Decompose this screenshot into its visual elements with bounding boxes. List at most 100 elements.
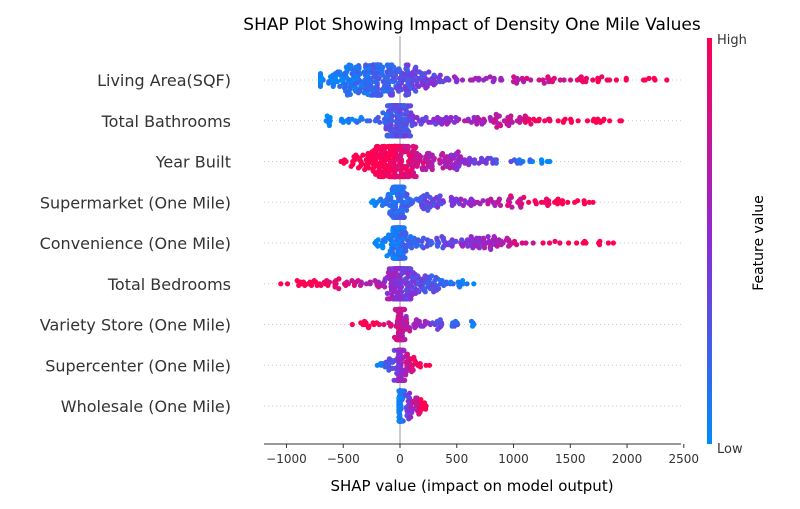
x-tick-label: 2000 xyxy=(612,452,643,466)
shap-point xyxy=(425,207,431,213)
shap-point xyxy=(488,246,494,252)
x-tick-label: 1500 xyxy=(555,452,586,466)
shap-point xyxy=(411,173,418,180)
shap-point xyxy=(451,119,458,125)
shap-point xyxy=(444,75,451,81)
shap-point xyxy=(375,237,381,243)
feature-label: Total Bathrooms xyxy=(101,112,231,131)
shap-point xyxy=(601,116,607,122)
shap-point xyxy=(410,113,416,119)
shap-point xyxy=(383,126,389,132)
shap-point xyxy=(343,282,349,288)
shap-point xyxy=(423,166,429,173)
shap-point xyxy=(468,318,475,324)
shap-point xyxy=(374,320,380,326)
shap-point xyxy=(363,62,369,68)
shap-point xyxy=(514,242,520,248)
shap-point xyxy=(494,124,500,130)
shap-point xyxy=(385,191,391,197)
shap-point xyxy=(453,79,460,85)
shap-point xyxy=(491,234,497,240)
shap-point xyxy=(397,336,403,343)
shap-point xyxy=(509,119,515,125)
shap-point xyxy=(341,160,347,166)
shap-point xyxy=(376,62,382,68)
shap-point xyxy=(522,113,528,119)
feature-labels: Living Area(SQF) Total Bathrooms Year Buil… xyxy=(40,71,231,416)
shap-point xyxy=(407,390,413,396)
shap-point xyxy=(319,75,325,81)
shap-point xyxy=(441,282,447,288)
shap-point xyxy=(460,202,466,208)
shap-point xyxy=(330,83,336,89)
shap-point xyxy=(440,79,446,85)
feature-label: Supermarket (One Mile) xyxy=(40,193,231,212)
shap-point xyxy=(414,242,420,248)
shap-point xyxy=(336,286,342,292)
shap-point xyxy=(403,230,409,236)
shap-point xyxy=(559,201,566,207)
shap-point xyxy=(517,119,523,125)
shap-point xyxy=(409,122,415,129)
shap-point xyxy=(397,418,403,424)
shap-point xyxy=(348,163,354,169)
shap-point xyxy=(392,296,398,302)
shap-point xyxy=(435,204,441,210)
shap-point xyxy=(372,278,378,284)
shap-point xyxy=(420,160,426,166)
shap-point xyxy=(420,235,427,241)
shap-point xyxy=(451,201,457,207)
shap-point xyxy=(401,143,407,150)
shap-point xyxy=(575,118,581,124)
shap-point xyxy=(381,88,387,94)
shap-point xyxy=(531,116,537,122)
shap-point xyxy=(371,62,377,68)
colorbar-high-label: High xyxy=(717,33,747,48)
shap-point xyxy=(506,122,512,129)
shap-point xyxy=(566,240,572,246)
shap-point xyxy=(355,90,361,96)
shap-point xyxy=(521,79,527,85)
shap-point xyxy=(384,290,390,296)
shap-point xyxy=(353,152,359,158)
shap-point xyxy=(375,243,381,249)
shap-point xyxy=(448,279,454,285)
shap-point xyxy=(414,163,420,169)
shap-point xyxy=(536,77,542,83)
shap-points xyxy=(278,62,670,424)
shap-point xyxy=(554,201,561,207)
shap-point xyxy=(341,85,348,91)
shap-point xyxy=(477,201,483,207)
shap-point xyxy=(508,193,514,199)
shap-point xyxy=(396,88,402,94)
shap-point xyxy=(505,202,511,208)
shap-point xyxy=(317,71,324,77)
shap-point xyxy=(376,284,382,290)
shap-point xyxy=(437,317,443,323)
shap-point xyxy=(397,184,403,190)
shap-point xyxy=(391,64,397,70)
shap-point xyxy=(584,118,591,124)
shap-point xyxy=(428,119,434,125)
shap-point xyxy=(439,234,445,240)
feature-label: Wholesale (One Mile) xyxy=(61,397,231,416)
shap-point xyxy=(610,240,617,246)
shap-point xyxy=(547,240,553,246)
shap-point xyxy=(385,62,391,68)
shap-point xyxy=(496,196,502,202)
shap-point xyxy=(370,168,376,174)
feature-label: Convenience (One Mile) xyxy=(40,234,231,253)
shap-point xyxy=(365,150,371,157)
shap-point xyxy=(326,122,332,129)
shap-point xyxy=(498,242,504,248)
shap-point xyxy=(578,74,584,80)
shap-point xyxy=(492,202,498,208)
shap-point xyxy=(412,325,418,331)
shap-point xyxy=(596,242,603,248)
shap-point xyxy=(429,166,435,173)
shap-point xyxy=(404,191,410,197)
shap-point xyxy=(351,282,357,288)
shap-point xyxy=(586,199,592,205)
shap-point xyxy=(336,276,342,282)
shap-point xyxy=(372,202,378,208)
